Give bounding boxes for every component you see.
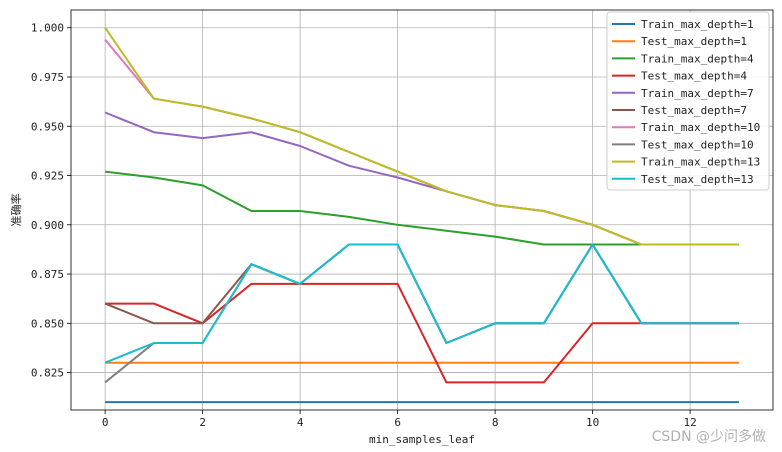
legend-label: Train_max_depth=7	[641, 87, 754, 100]
legend-label: Train_max_depth=1	[641, 18, 754, 31]
legend-box	[606, 11, 770, 191]
series-line-test-max-depth-13	[104, 243, 739, 364]
legend-label: Test_max_depth=10	[641, 138, 754, 151]
y-tick-label: 0.850	[31, 317, 64, 330]
x-tick-label: 12	[684, 416, 697, 429]
legend-label: Test_max_depth=7	[641, 104, 747, 117]
legend-label: Train_max_depth=13	[641, 156, 760, 169]
legend-label: Test_max_depth=13	[641, 173, 754, 186]
series-line-train-max-depth-4	[104, 170, 739, 246]
series-lines	[104, 27, 739, 404]
legend-label: Test_max_depth=4	[641, 70, 747, 83]
y-axis-label: 准确率	[9, 194, 23, 227]
legend-label: Train_max_depth=4	[641, 52, 754, 65]
series-line-train-max-depth-13	[104, 27, 739, 246]
x-tick-label: 0	[102, 416, 109, 429]
y-tick-label: 0.875	[31, 268, 64, 281]
x-tick-label: 8	[492, 416, 499, 429]
y-axis-ticks: 0.825 0.850 0.875 0.900 0.925 0.950 0.975 1.000	[31, 22, 71, 380]
legend-label: Test_max_depth=1	[641, 35, 747, 48]
plot-frame	[70, 9, 774, 411]
legend-label: Train_max_depth=10	[641, 121, 760, 134]
x-axis-ticks: 0 2 4 6 8 10 12	[102, 410, 697, 429]
x-tick-label: 4	[297, 416, 304, 429]
y-tick-label: 1.000	[31, 22, 64, 35]
x-tick-label: 2	[199, 416, 206, 429]
y-tick-label: 0.825	[31, 367, 64, 380]
legend: Train_max_depth=1 Test_max_depth=1 Train_m…	[606, 11, 770, 191]
x-axis-label: min_samples_leaf	[369, 433, 475, 446]
watermark: CSDN @少问多做	[652, 428, 766, 445]
x-tick-label: 10	[586, 416, 599, 429]
series-line-test-max-depth-4	[105, 282, 739, 384]
x-tick-label: 6	[394, 416, 401, 429]
y-tick-label: 0.900	[31, 219, 64, 232]
y-tick-label: 0.925	[31, 170, 64, 183]
y-tick-label: 0.950	[31, 120, 64, 133]
y-tick-label: 0.975	[31, 71, 64, 84]
